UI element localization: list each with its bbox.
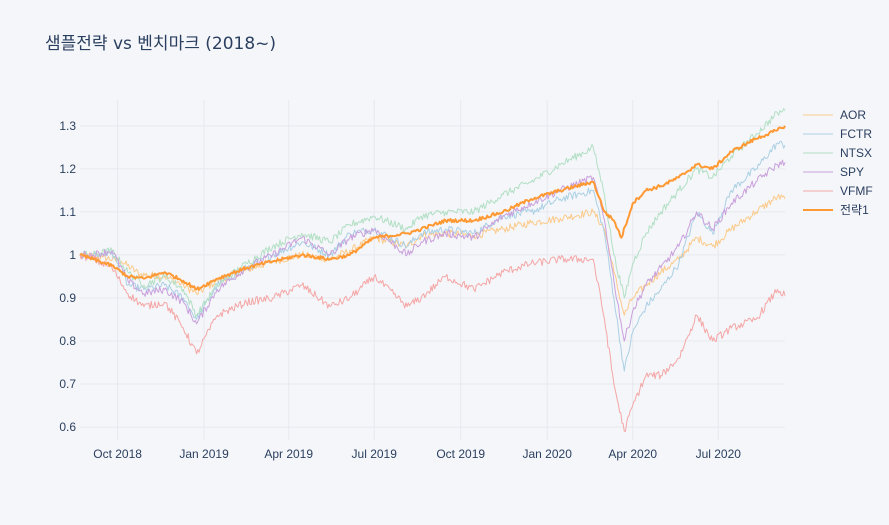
legend-label: 전략1: [840, 203, 869, 217]
x-tick-label: Oct 2018: [93, 447, 142, 461]
legend-item[interactable]: VFMF: [803, 184, 873, 198]
series-line-4: [79, 252, 786, 432]
series-lines: [79, 108, 786, 432]
grid: [80, 100, 785, 440]
x-tick-label: Jul 2020: [696, 447, 742, 461]
y-tick-label: 1.2: [59, 162, 76, 176]
legend[interactable]: AOR FCTR NTSX SPY VFMF 전략1: [803, 108, 873, 217]
axis-labels: Oct 2018 Jan 2019 Apr 2019 Jul 2019 Oct 2019…: [59, 119, 741, 461]
legend-item[interactable]: SPY: [803, 165, 864, 179]
y-tick-label: 1: [69, 248, 76, 262]
legend-item[interactable]: 전략1: [803, 203, 869, 217]
chart-title: 샘플전략 vs 벤치마크 (2018~): [45, 34, 276, 54]
x-tick-label: Apr 2020: [608, 447, 657, 461]
x-tick-label: Jul 2019: [352, 447, 398, 461]
legend-item[interactable]: FCTR: [803, 127, 872, 141]
legend-label: FCTR: [840, 127, 872, 141]
x-tick-label: Jan 2019: [179, 447, 229, 461]
series-line-5: [79, 125, 786, 291]
legend-label: NTSX: [840, 146, 872, 160]
series-line-1: [79, 140, 786, 372]
legend-item[interactable]: NTSX: [803, 146, 872, 160]
series-line-3: [79, 159, 786, 342]
legend-item[interactable]: AOR: [803, 108, 866, 122]
y-tick-label: 0.9: [59, 291, 76, 305]
series-line-2: [79, 108, 786, 318]
y-tick-label: 0.8: [59, 334, 76, 348]
legend-label: AOR: [840, 108, 866, 122]
y-tick-label: 1.1: [59, 205, 76, 219]
x-tick-label: Oct 2019: [436, 447, 485, 461]
x-tick-label: Jan 2020: [522, 447, 572, 461]
series-line-0: [79, 193, 786, 316]
legend-label: VFMF: [840, 184, 873, 198]
y-tick-label: 0.7: [59, 377, 76, 391]
y-tick-label: 0.6: [59, 420, 76, 434]
y-tick-label: 1.3: [59, 119, 76, 133]
legend-label: SPY: [840, 165, 864, 179]
x-tick-label: Apr 2019: [264, 447, 313, 461]
